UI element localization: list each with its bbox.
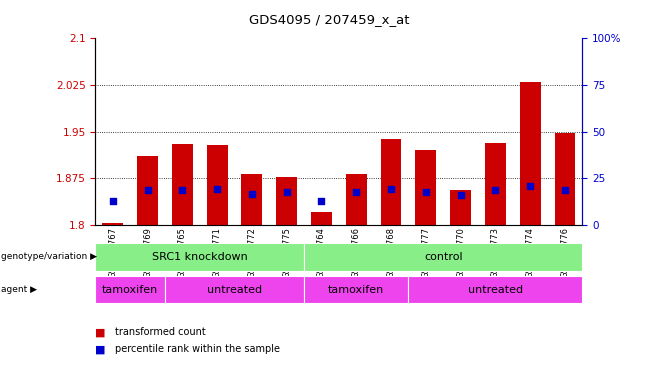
Bar: [450, 190, 471, 225]
Point: [490, 187, 501, 194]
Text: untreated: untreated: [468, 285, 523, 295]
Bar: [172, 144, 193, 225]
Point: [247, 190, 257, 197]
Point: [455, 192, 466, 198]
Point: [316, 198, 327, 204]
Point: [525, 183, 536, 189]
Point: [177, 187, 188, 194]
Text: SRC1 knockdown: SRC1 knockdown: [152, 252, 247, 262]
Bar: [520, 82, 541, 225]
Text: untreated: untreated: [207, 285, 262, 295]
Bar: [241, 174, 263, 225]
Bar: [207, 145, 228, 225]
Bar: [103, 223, 123, 225]
Text: ■: ■: [95, 327, 106, 337]
Bar: [346, 174, 367, 225]
Bar: [276, 177, 297, 225]
Point: [212, 186, 222, 192]
Bar: [311, 212, 332, 225]
Bar: [137, 156, 158, 225]
Text: tamoxifen: tamoxifen: [102, 285, 159, 295]
Point: [351, 189, 361, 195]
Text: percentile rank within the sample: percentile rank within the sample: [115, 344, 280, 354]
Text: ■: ■: [95, 344, 106, 354]
Text: agent ▶: agent ▶: [1, 285, 38, 294]
Point: [142, 187, 153, 194]
Bar: [380, 139, 401, 225]
Point: [560, 187, 570, 193]
Bar: [555, 133, 575, 225]
Point: [386, 186, 396, 192]
Point: [282, 189, 292, 195]
Point: [420, 189, 431, 195]
Text: GDS4095 / 207459_x_at: GDS4095 / 207459_x_at: [249, 13, 409, 26]
Point: [107, 198, 118, 204]
Text: transformed count: transformed count: [115, 327, 206, 337]
Text: tamoxifen: tamoxifen: [328, 285, 384, 295]
Bar: [485, 143, 506, 225]
Text: genotype/variation ▶: genotype/variation ▶: [1, 252, 97, 262]
Bar: [415, 150, 436, 225]
Text: control: control: [424, 252, 463, 262]
